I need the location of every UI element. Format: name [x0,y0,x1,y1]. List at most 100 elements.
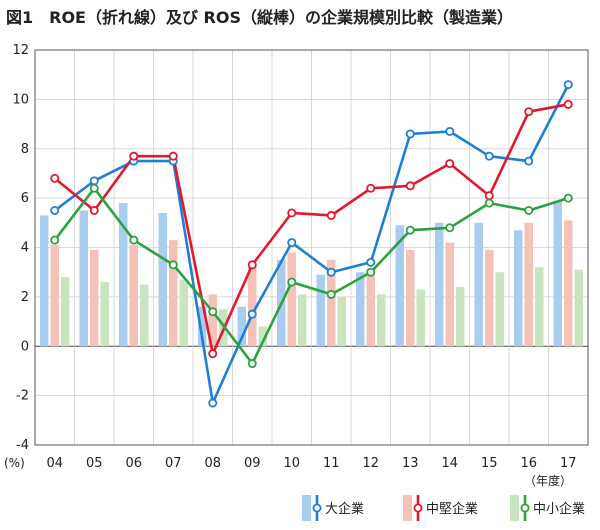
bar-ros [356,272,365,347]
point-roe [524,107,534,117]
y-tick-label: -2 [16,389,29,404]
chart-title: 図1 ROE（折れ線）及び ROS（縦棒）の企業規模別比較（製造業） [6,8,514,27]
x-tick-label: 05 [86,456,103,471]
point-roe [168,260,178,270]
point-roe [287,277,297,287]
x-tick-label: 06 [125,456,142,471]
lines [50,80,573,408]
point-roe [89,205,99,215]
point-roe [445,126,455,136]
bar-ros [248,267,257,347]
point-roe [405,225,415,235]
point-roe [326,289,336,299]
bar-ros [337,296,346,347]
point-roe [445,159,455,169]
x-tick-label: 09 [244,456,261,471]
bar-ros [574,269,583,347]
point-roe [366,183,376,193]
legend: 大企業 中堅企業 中小企業 [302,495,585,521]
grid [34,49,589,445]
legend-bar-swatch [302,495,311,521]
bar-ros [485,249,494,347]
bar-ros [316,274,325,347]
point-roe [563,99,573,109]
bar-ros [179,279,188,347]
point-roe [129,235,139,245]
bar-ros [40,215,49,347]
bar-ros [258,326,267,347]
point-roe [326,267,336,277]
point-roe [484,151,494,161]
bar-ros [435,222,444,347]
point-roe [208,307,218,317]
y-tick-label: 2 [21,290,29,305]
point-roe [405,129,415,139]
x-tick-label: 04 [46,456,63,471]
bar-ros [287,252,296,347]
point-roe [208,349,218,359]
point-roe [208,398,218,408]
bar-ros [366,269,375,347]
bar-ros [208,294,217,347]
bar-ros [553,200,562,347]
legend-bar-swatch [403,495,412,521]
bar-ros [377,294,386,347]
point-roe [50,235,60,245]
point-roe [287,208,297,218]
line-roe [54,84,570,405]
bar-ros [169,240,178,347]
point-roe [563,80,573,90]
x-tick-label: 12 [362,456,379,471]
bar-ros [535,267,544,347]
line-roe [53,103,569,356]
point-roe [563,193,573,203]
point-roe [89,183,99,193]
bar-ros [395,225,404,347]
bar-ros [129,245,138,347]
y-tick-label: -4 [16,438,29,453]
point-roe [50,173,60,183]
bar-ros [237,306,246,347]
x-tick-label: 08 [204,456,221,471]
bar-ros [514,230,523,347]
bar-ros [90,249,99,347]
point-roe [326,210,336,220]
legend-marker [520,503,530,513]
bar-ros [140,284,149,347]
x-tick-label: 14 [441,456,458,471]
bar-ros [50,245,59,347]
point-roe [247,309,257,319]
x-tick-label: 07 [165,456,182,471]
bars [40,200,583,347]
point-roe [484,198,494,208]
x-unit-label: （年度） [524,473,572,488]
line-roe [53,187,569,365]
bar-ros [100,282,109,347]
point-roe [287,238,297,248]
x-tick-label: 15 [481,456,498,471]
legend-label: 中堅企業 [426,501,478,517]
legend-bar-swatch [510,495,519,521]
plot-frame [34,49,589,446]
legend-marker [413,503,423,513]
x-tick-label: 11 [323,456,340,471]
legend-marker [312,503,322,513]
bar-ros [327,259,336,347]
legend-label: 大企業 [325,501,364,517]
bar-ros [158,212,167,347]
point-roe [405,181,415,191]
bar-ros [474,222,483,347]
bar-ros [564,220,573,347]
point-roe [524,156,534,166]
y-tick-label: 8 [21,142,29,157]
bar-ros [61,277,70,347]
point-roe [366,257,376,267]
bar-ros [79,210,88,347]
bar-ros [416,289,425,347]
axes: -4 -2 0 2 4 6 8 10 12 04 05 06 07 08 09 10 11 12 13 14 15 16 1… [4,43,589,488]
bar-ros [456,287,465,347]
bar-ros [445,242,454,347]
point-roe [247,359,257,369]
